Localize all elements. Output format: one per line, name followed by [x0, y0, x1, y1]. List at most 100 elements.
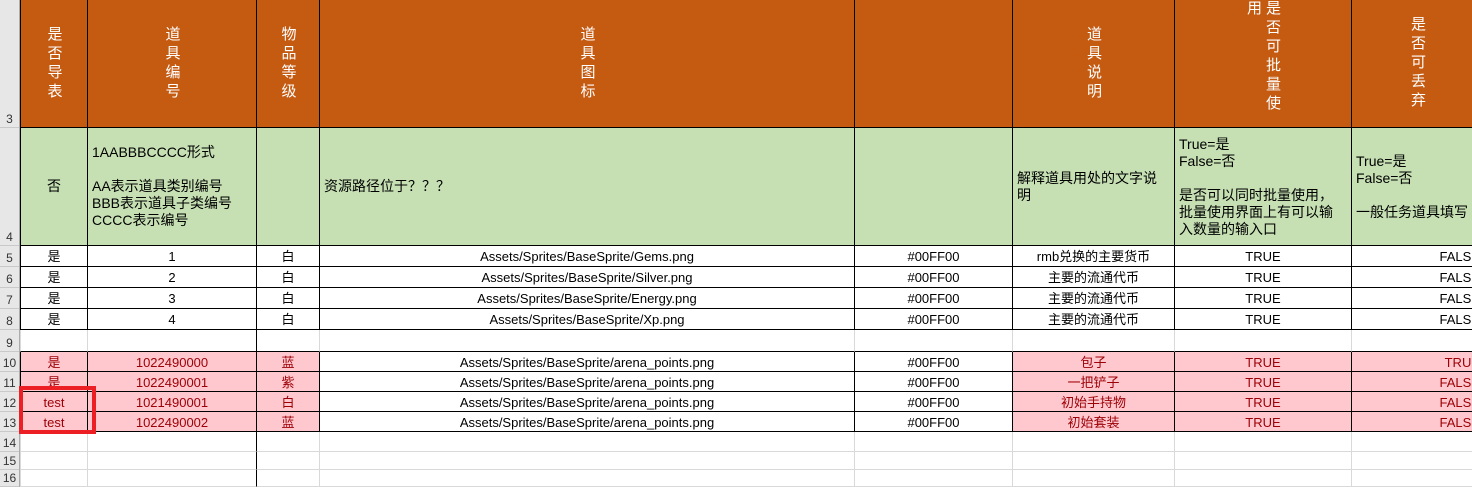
row-number[interactable]: 14 — [0, 432, 19, 452]
cell[interactable] — [257, 470, 320, 487]
cell[interactable] — [257, 452, 320, 470]
cell[interactable]: 1AABBBCCCC形式 AA表示道具类别编号 BBB表示道具子类编号 CCCC… — [88, 128, 257, 246]
cell[interactable]: #00FF00 — [855, 309, 1013, 330]
cell[interactable]: 是 — [20, 352, 88, 372]
cell[interactable]: True=是 False=否 是否可以同时批量使用， 批量使用界面上有可以输 入… — [1175, 128, 1352, 246]
cell[interactable]: Assets/Sprites/BaseSprite/Xp.png — [320, 309, 855, 330]
cell[interactable]: 主要的流通代币 — [1013, 309, 1175, 330]
row-number[interactable]: 12 — [0, 392, 19, 412]
cell[interactable]: TRUE — [1352, 352, 1472, 372]
row-number[interactable]: 15 — [0, 452, 19, 470]
column-header-discardable[interactable]: 是否可丢弃 — [1352, 0, 1472, 128]
cell[interactable]: TRUE — [1175, 309, 1352, 330]
row-number[interactable]: 3 — [0, 0, 19, 128]
cell[interactable]: 是 — [20, 246, 88, 267]
cell[interactable]: #00FF00 — [855, 267, 1013, 288]
cell[interactable] — [88, 432, 257, 452]
cell[interactable]: 3 — [88, 288, 257, 309]
cell[interactable]: 1022490002 — [88, 412, 257, 432]
cell[interactable] — [1352, 470, 1472, 487]
row-number[interactable]: 7 — [0, 288, 19, 309]
cell[interactable]: rmb兑换的主要货币 — [1013, 246, 1175, 267]
cell[interactable] — [88, 452, 257, 470]
cell[interactable] — [1352, 452, 1472, 470]
cell[interactable]: 否 — [20, 128, 88, 246]
cell[interactable]: #00FF00 — [855, 392, 1013, 412]
cell[interactable]: 是 — [20, 267, 88, 288]
cell[interactable] — [855, 432, 1013, 452]
row-number[interactable]: 10 — [0, 352, 19, 372]
cell[interactable]: 蓝 — [257, 352, 320, 372]
cell[interactable] — [257, 432, 320, 452]
cell[interactable]: Assets/Sprites/BaseSprite/arena_points.p… — [320, 372, 855, 392]
cell[interactable]: TRUE — [1175, 352, 1352, 372]
cell[interactable]: Assets/Sprites/BaseSprite/arena_points.p… — [320, 412, 855, 432]
cell[interactable]: #00FF00 — [855, 372, 1013, 392]
cell[interactable]: 4 — [88, 309, 257, 330]
cell-selected[interactable]: test — [20, 392, 88, 412]
cell[interactable]: 1022490001 — [88, 372, 257, 392]
cell[interactable]: TRUE — [1175, 392, 1352, 412]
column-header-item-icon[interactable]: 道具图标 — [320, 0, 855, 128]
cell[interactable]: 白 — [257, 392, 320, 412]
cell[interactable] — [320, 470, 855, 487]
cell[interactable]: FALSE — [1352, 267, 1472, 288]
cell[interactable]: TRUE — [1175, 267, 1352, 288]
column-header-batch-usable[interactable]: 是否可批量使用 — [1175, 0, 1352, 128]
row-number[interactable]: 13 — [0, 412, 19, 432]
cell[interactable]: 包子 — [1013, 352, 1175, 372]
cell[interactable]: 白 — [257, 309, 320, 330]
cell[interactable]: 紫 — [257, 372, 320, 392]
column-header-item-id[interactable]: 道具编号 — [88, 0, 257, 128]
cell[interactable]: Assets/Sprites/BaseSprite/Energy.png — [320, 288, 855, 309]
cell[interactable]: 是 — [20, 288, 88, 309]
cell[interactable]: 1 — [88, 246, 257, 267]
cell[interactable]: Assets/Sprites/BaseSprite/Gems.png — [320, 246, 855, 267]
cell[interactable] — [20, 432, 88, 452]
cell[interactable] — [1175, 470, 1352, 487]
cell[interactable] — [88, 330, 257, 352]
cell[interactable]: 主要的流通代币 — [1013, 288, 1175, 309]
cell[interactable]: FALSE — [1352, 392, 1472, 412]
cell[interactable]: Assets/Sprites/BaseSprite/arena_points.p… — [320, 392, 855, 412]
row-number[interactable]: 4 — [0, 128, 19, 246]
cell[interactable] — [1013, 330, 1175, 352]
cell[interactable] — [1013, 432, 1175, 452]
cell[interactable]: 白 — [257, 267, 320, 288]
cell[interactable] — [1013, 452, 1175, 470]
cell[interactable]: 初始套装 — [1013, 412, 1175, 432]
cell[interactable]: #00FF00 — [855, 352, 1013, 372]
cell[interactable]: FALSE — [1352, 372, 1472, 392]
cell[interactable]: FALSE — [1352, 288, 1472, 309]
column-header-item-desc[interactable]: 道具说明 — [1013, 0, 1175, 128]
cell[interactable] — [855, 330, 1013, 352]
cell-selected[interactable]: test — [20, 412, 88, 432]
column-header-export-flag[interactable]: 是否导表 — [20, 0, 88, 128]
cell[interactable]: 白 — [257, 246, 320, 267]
cell[interactable]: 初始手持物 — [1013, 392, 1175, 412]
cell[interactable]: 白 — [257, 288, 320, 309]
cell[interactable]: 解释道具用处的文字说 明 — [1013, 128, 1175, 246]
cell[interactable]: #00FF00 — [855, 288, 1013, 309]
cell[interactable]: TRUE — [1175, 372, 1352, 392]
cell[interactable]: FALSE — [1352, 309, 1472, 330]
cell[interactable] — [1175, 432, 1352, 452]
cell[interactable]: TRUE — [1175, 412, 1352, 432]
cell[interactable]: FALSE — [1352, 412, 1472, 432]
cell[interactable] — [1175, 330, 1352, 352]
cell[interactable]: Assets/Sprites/BaseSprite/arena_points.p… — [320, 352, 855, 372]
row-number[interactable]: 5 — [0, 246, 19, 267]
row-number[interactable]: 8 — [0, 309, 19, 330]
cell[interactable]: 1021490001 — [88, 392, 257, 412]
column-header-blank[interactable] — [855, 0, 1013, 128]
cell[interactable] — [1352, 330, 1472, 352]
cell[interactable] — [1352, 432, 1472, 452]
cell[interactable] — [257, 330, 320, 352]
cell[interactable] — [855, 128, 1013, 246]
cell[interactable]: Assets/Sprites/BaseSprite/Silver.png — [320, 267, 855, 288]
cell[interactable] — [20, 330, 88, 352]
cell[interactable] — [855, 452, 1013, 470]
row-number[interactable]: 11 — [0, 372, 19, 392]
cell[interactable]: True=是 False=否 一般任务道具填写 — [1352, 128, 1472, 246]
row-number[interactable]: 16 — [0, 470, 19, 487]
